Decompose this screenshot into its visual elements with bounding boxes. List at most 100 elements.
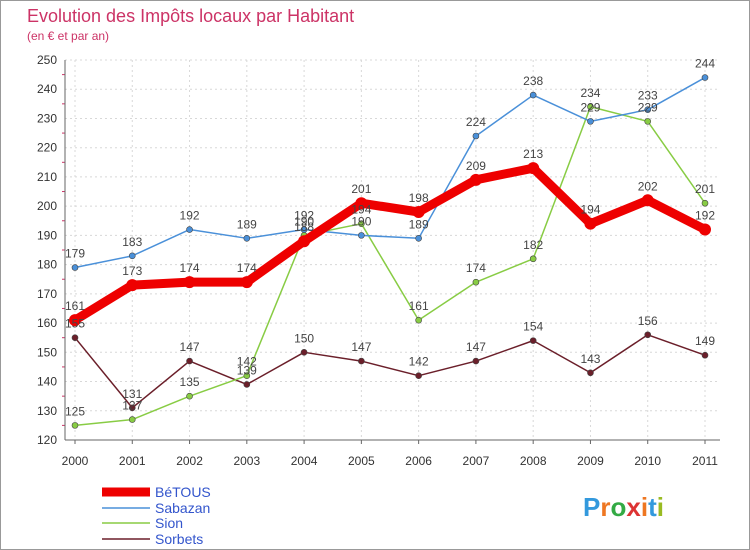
data-point xyxy=(415,235,422,242)
data-point xyxy=(529,255,537,263)
logo-letter: i xyxy=(657,492,664,522)
logo-letter: r xyxy=(600,492,610,522)
axes: 120 130 140 150 160 170 180 190 200 210 220 230 240 2… xyxy=(37,53,720,468)
y-tick-label: 160 xyxy=(37,316,57,330)
data-point xyxy=(587,118,594,125)
data-label: 234 xyxy=(580,86,600,100)
y-tick-label: 210 xyxy=(37,170,57,184)
y-tick-label: 250 xyxy=(37,53,57,67)
x-tick-label: 2008 xyxy=(520,454,547,468)
data-label: 149 xyxy=(695,334,715,348)
data-label: 233 xyxy=(638,89,658,103)
data-point xyxy=(415,316,422,324)
series-line xyxy=(74,334,706,409)
y-tick-label: 200 xyxy=(37,199,57,213)
data-label: 150 xyxy=(294,331,314,345)
data-label: 127 xyxy=(122,399,142,413)
data-label: 147 xyxy=(351,340,371,354)
data-label: 131 xyxy=(122,387,142,401)
data-label: 244 xyxy=(695,57,715,71)
data-point xyxy=(699,223,711,236)
data-point xyxy=(243,235,251,242)
x-tick-label: 2002 xyxy=(176,454,203,468)
data-label: 161 xyxy=(409,299,429,313)
y-tick-label: 180 xyxy=(37,258,57,272)
data-point xyxy=(243,372,251,379)
data-label: 202 xyxy=(638,179,658,193)
data-label: 238 xyxy=(523,74,543,88)
data-label: 142 xyxy=(237,355,257,369)
y-tick-label: 190 xyxy=(37,228,57,242)
data-point xyxy=(358,357,365,365)
data-label: 213 xyxy=(523,147,543,161)
data-label: 209 xyxy=(466,159,486,173)
y-tick-label: 150 xyxy=(37,345,57,359)
data-point xyxy=(243,381,251,388)
y-tick-label: 140 xyxy=(37,375,57,389)
data-point xyxy=(412,206,425,218)
data-label: 147 xyxy=(466,340,486,354)
x-tick-label: 2001 xyxy=(119,454,146,468)
data-label: 224 xyxy=(466,115,486,129)
data-label: 183 xyxy=(122,235,142,249)
data-label: 201 xyxy=(351,182,371,196)
data-point xyxy=(701,199,709,207)
data-label: 147 xyxy=(180,340,200,354)
data-label: 179 xyxy=(65,247,85,261)
logo-letter: t xyxy=(648,492,657,522)
data-point xyxy=(644,331,652,339)
data-label: 135 xyxy=(180,375,200,389)
chart-subtitle: (en € et par an) xyxy=(27,29,109,43)
data-label: 192 xyxy=(180,209,200,223)
data-point xyxy=(128,404,136,412)
x-tick-label: 2007 xyxy=(463,454,490,468)
data-point xyxy=(300,349,308,356)
logo-letter: i xyxy=(641,492,648,522)
data-label: 194 xyxy=(351,203,371,217)
y-tick-label: 240 xyxy=(37,82,57,96)
x-tick-label: 2000 xyxy=(62,454,89,468)
data-label: 190 xyxy=(294,214,314,228)
data-label: 229 xyxy=(638,100,658,114)
data-point xyxy=(355,197,368,210)
data-point xyxy=(183,276,196,289)
data-point xyxy=(641,194,654,207)
data-point xyxy=(644,106,652,113)
data-label: 143 xyxy=(580,352,600,366)
data-label: 188 xyxy=(294,220,314,234)
data-point xyxy=(128,416,136,423)
data-point xyxy=(701,74,709,81)
data-point xyxy=(71,422,79,429)
data-point xyxy=(71,264,79,271)
logo-text: Proxiti xyxy=(583,492,664,522)
data-point xyxy=(587,103,594,111)
data-labels: 155 131 147 139 150 147 142 147 154 143 156 149 125 1… xyxy=(65,57,715,419)
data-label: 173 xyxy=(122,264,142,278)
y-tick-label: 170 xyxy=(37,287,57,301)
data-point xyxy=(71,334,79,341)
data-point xyxy=(240,276,253,289)
data-point xyxy=(472,357,480,365)
data-point xyxy=(644,118,652,125)
data-label: 201 xyxy=(695,182,715,196)
data-label: 189 xyxy=(409,217,429,231)
data-label: 125 xyxy=(65,404,85,418)
data-label: 174 xyxy=(237,261,257,275)
x-tick-label: 2006 xyxy=(405,454,432,468)
series-line xyxy=(74,76,706,269)
y-tick-label: 220 xyxy=(37,141,57,155)
data-label: 192 xyxy=(294,209,314,223)
data-point xyxy=(529,337,537,344)
grid xyxy=(65,59,720,441)
data-point xyxy=(186,392,193,400)
x-tick-label: 2011 xyxy=(692,454,718,468)
y-tick-label: 130 xyxy=(37,404,57,418)
data-point xyxy=(126,279,139,292)
legend-label: Sion xyxy=(155,515,183,531)
data-label: 161 xyxy=(65,299,85,313)
series-line xyxy=(72,163,708,324)
data-label: 174 xyxy=(180,261,200,275)
data-point xyxy=(186,226,193,233)
x-tick-label: 2003 xyxy=(233,454,260,468)
